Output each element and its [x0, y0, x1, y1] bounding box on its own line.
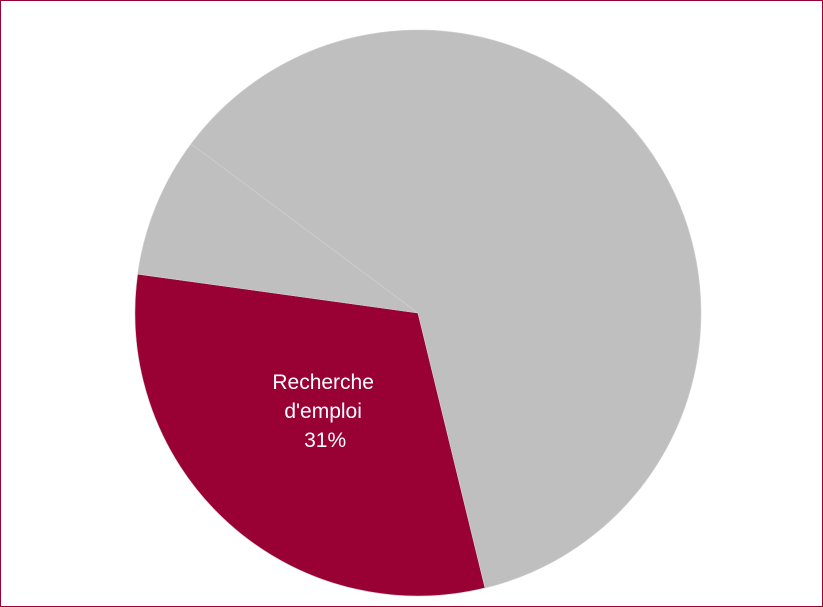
pie-slice: [190, 29, 702, 589]
pie-slice: [134, 273, 486, 597]
slice-value-label: 31%: [304, 428, 347, 452]
slice-category-label: Recherche d'emploi: [272, 370, 374, 423]
pie-slice: [137, 143, 419, 314]
